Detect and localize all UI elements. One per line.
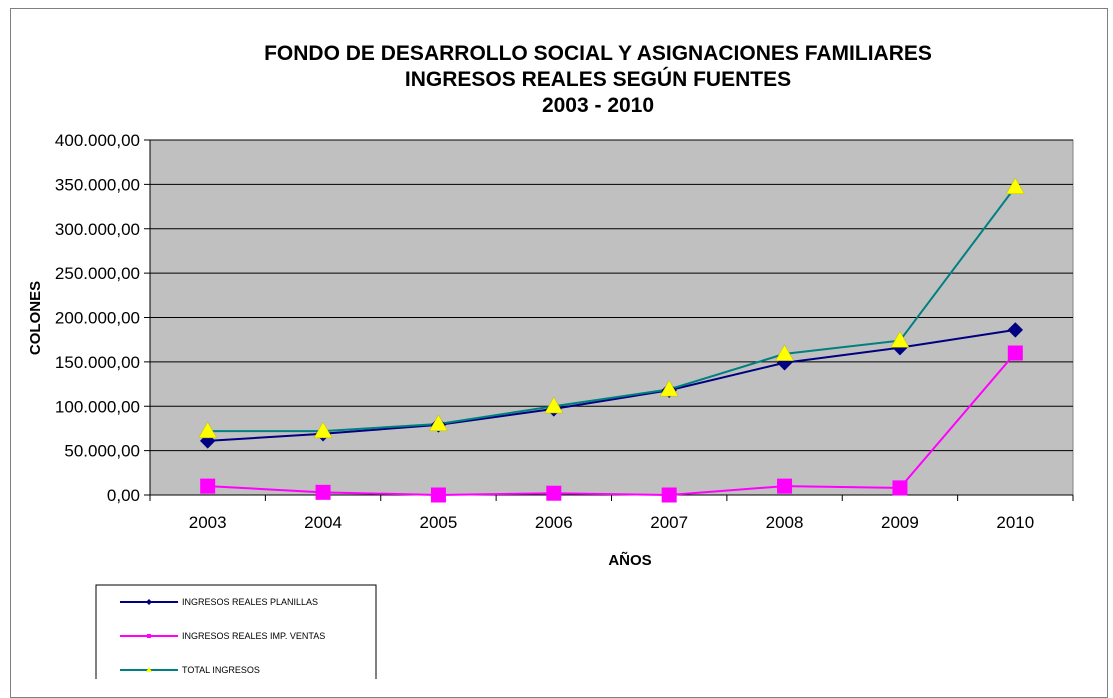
series-group (198, 177, 1025, 503)
data-point-square (1007, 345, 1023, 361)
series-line (207, 186, 1017, 433)
legend-label: INGRESOS REALES PLANILLAS (182, 597, 318, 607)
data-point-triangle (775, 344, 794, 361)
legend-box (95, 584, 377, 679)
chart-title-line: FONDO DE DESARROLLO SOCIAL Y ASIGNACIONE… (264, 42, 932, 65)
chart-title-line: INGRESOS REALES SEGÚN FUENTES (405, 67, 791, 91)
x-tick-label: 2009 (881, 513, 919, 532)
y-tick-label: 0,00 (107, 486, 140, 505)
data-point-square (661, 487, 677, 503)
x-tick-label: 2005 (420, 513, 458, 532)
x-tick-label: 2006 (535, 513, 573, 532)
y-tick-label: 150.000,00 (55, 353, 140, 372)
data-point-triangle (890, 331, 910, 348)
series-line (207, 352, 1017, 497)
chart: FONDO DE DESARROLLO SOCIAL Y ASIGNACIONE… (27, 42, 1074, 679)
chart-title: FONDO DE DESARROLLO SOCIAL Y ASIGNACIONE… (264, 42, 932, 117)
data-point-square (315, 484, 331, 500)
data-point-triangle (544, 396, 564, 414)
x-tick-label: 2007 (650, 513, 688, 532)
x-tick-label: 2003 (189, 513, 227, 532)
y-tick-label: 50.000,00 (64, 442, 140, 461)
y-tick-label: 400.000,00 (55, 131, 140, 150)
legend-marker (146, 599, 152, 605)
legend: INGRESOS REALES PLANILLAS INGRESOS REALES… (95, 584, 377, 679)
data-point-triangle (198, 421, 218, 439)
legend-marker (147, 634, 151, 638)
y-axis-title: COLONES (27, 281, 44, 355)
legend-label: INGRESOS REALES IMP. VENTAS (182, 631, 325, 641)
y-tick-label: 300.000,00 (55, 220, 140, 239)
data-point-diamond (1007, 322, 1024, 338)
chart-title-line: 2003 - 2010 (542, 94, 654, 117)
y-tick-labels: 0,00 50.000,00 100.000,00 150.000,00 200.000… (55, 131, 140, 505)
data-point-square (777, 478, 793, 494)
x-axis-title: AÑOS (608, 551, 651, 569)
legend-label: TOTAL INGRESOS (182, 665, 260, 675)
y-tick-label: 250.000,00 (55, 264, 140, 283)
x-tick-labels: 2003 2004 2005 2006 2007 2008 2009 2010 (189, 513, 1034, 532)
data-point-triangle (659, 379, 679, 397)
gridlines (150, 139, 1073, 452)
x-tick-label: 2010 (996, 513, 1034, 532)
data-point-square (546, 485, 562, 501)
data-point-square (892, 480, 908, 496)
y-tick-label: 100.000,00 (55, 397, 140, 416)
data-point-triangle (313, 421, 333, 439)
x-tick-label: 2008 (766, 513, 804, 532)
y-tick-label: 200.000,00 (55, 309, 140, 328)
data-point-triangle (1005, 177, 1025, 195)
data-point-square (200, 478, 216, 494)
x-tick-label: 2004 (304, 513, 342, 532)
data-point-triangle (429, 414, 448, 431)
series-line (207, 328, 1016, 442)
y-tick-label: 350.000,00 (55, 175, 140, 194)
data-point-square (430, 487, 446, 503)
legend-marker (146, 667, 152, 672)
